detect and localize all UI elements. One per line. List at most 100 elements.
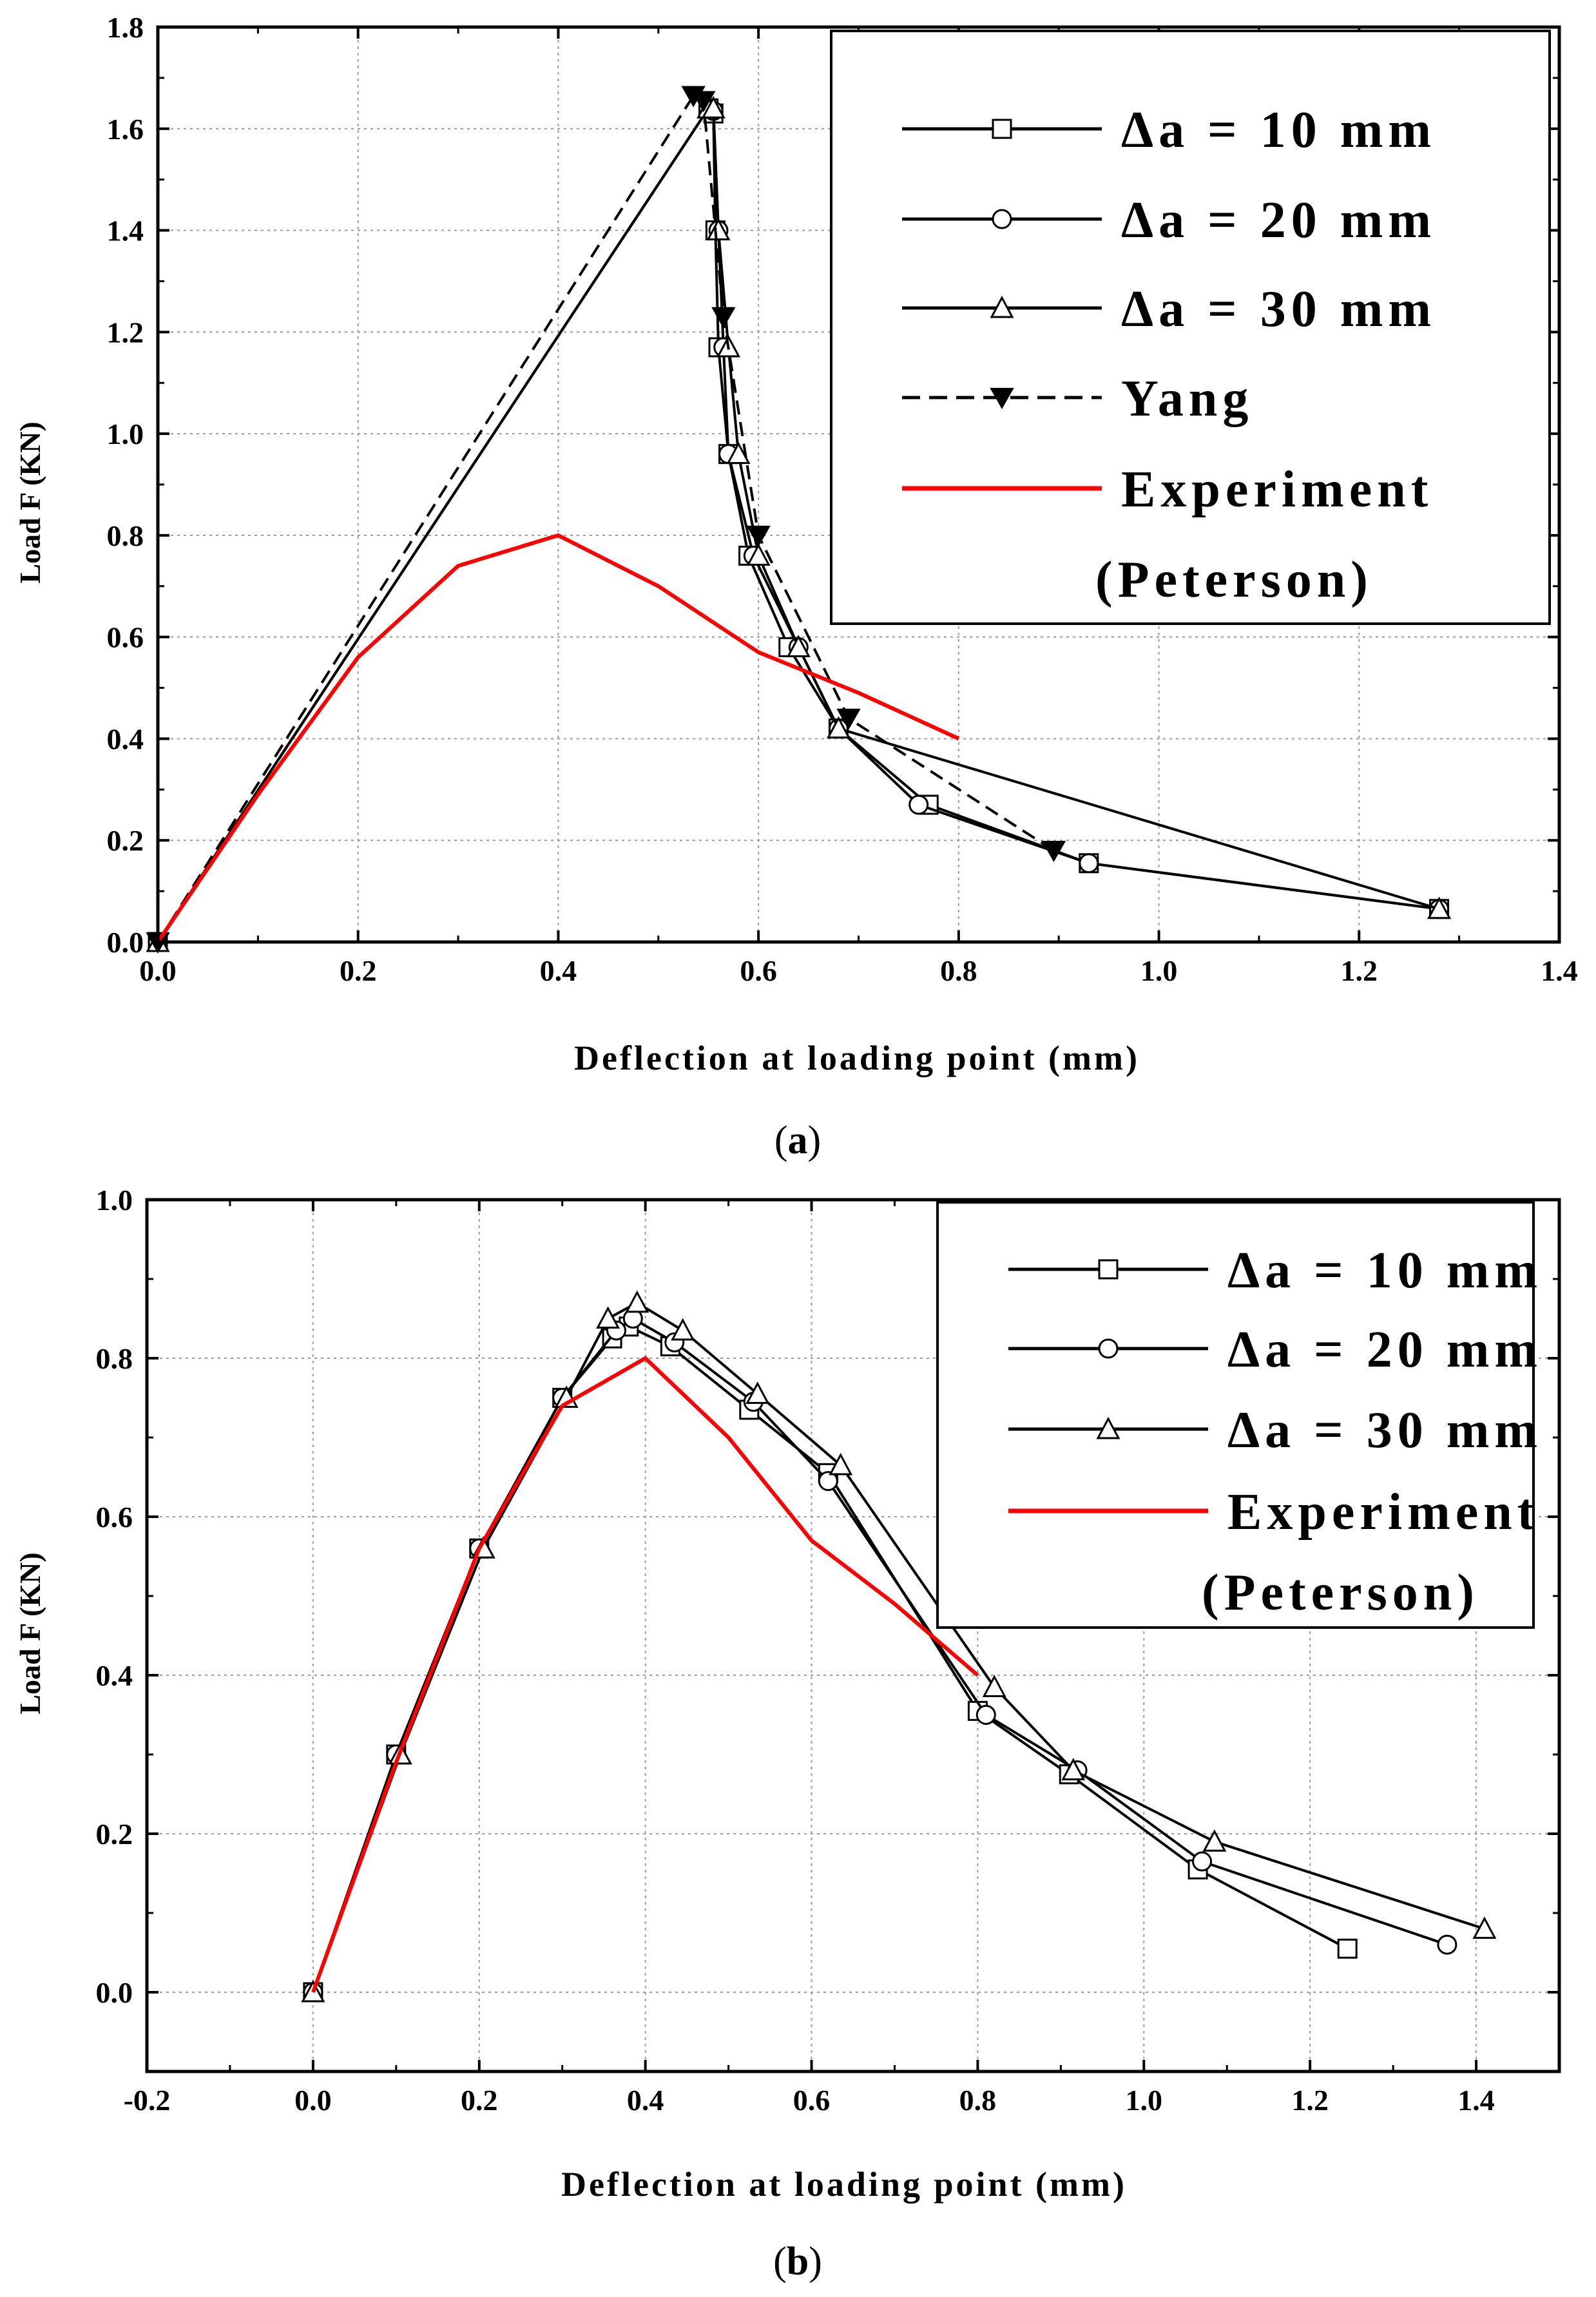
x-tick-label: 0.0 — [294, 2084, 332, 2117]
x-tick-label: 0.2 — [461, 2084, 498, 2117]
series-1-point — [1192, 1851, 1213, 1872]
y-tick-label: 1.4 — [107, 215, 144, 247]
chart-a-xlabel: Deflection at loading point (mm) — [574, 1039, 1140, 1077]
series-1-point — [909, 794, 929, 815]
x-tick-label: -0.2 — [124, 2084, 171, 2117]
legend-label-2: Δa = 30 mm — [1227, 1402, 1543, 1459]
y-tick-label: 0.4 — [107, 722, 144, 755]
series-0-point — [1337, 1938, 1358, 1959]
series-2-point — [706, 218, 731, 241]
y-tick-label: 1.0 — [96, 1184, 133, 1216]
x-tick-label: 1.4 — [1541, 954, 1578, 987]
chart-b-series — [301, 1290, 1497, 2003]
series-3-point — [1041, 841, 1066, 863]
x-tick-label: 0.8 — [940, 954, 977, 987]
series-2-point — [1472, 1916, 1497, 1939]
series-line-4 — [156, 533, 960, 943]
y-tick-label: 0.6 — [96, 1501, 133, 1533]
series-2-point — [726, 441, 751, 465]
series-2-point — [1202, 1829, 1227, 1852]
x-tick-label: 1.0 — [1140, 954, 1178, 987]
x-tick-label: 0.8 — [959, 2084, 997, 2117]
x-tick-label: 1.4 — [1457, 2084, 1495, 2117]
x-tick-label: 1.2 — [1341, 954, 1378, 987]
legend-box — [936, 1201, 1535, 1629]
chart-a-series — [146, 86, 1452, 954]
x-tick-label: 0.6 — [740, 954, 777, 987]
chart-b-caption: (b) — [773, 2240, 822, 2283]
legend-marker-1 — [992, 209, 1012, 229]
legend-marker-3 — [990, 388, 1014, 410]
series-2-point — [701, 96, 726, 119]
chart-b: -0.2 0.0 0.2 0.4 0.6 0.8 1.0 1.2 1.4 0.0 0.2 0.4 0.6… — [14, 1184, 1561, 2283]
y-tick-label: 1.0 — [107, 418, 144, 450]
series-1-point — [1079, 853, 1099, 874]
chart-b-caption-letter: b — [787, 2240, 809, 2283]
series-2-point — [982, 1675, 1006, 1697]
legend-label-0: Δa = 10 mm — [1227, 1242, 1543, 1299]
chart-b-ylabel: Load F (KN) — [14, 1552, 46, 1714]
chart-a-ylabel: Load F (KN) — [14, 421, 46, 583]
series-3-point — [746, 525, 771, 547]
legend-label-3: Yang — [1121, 370, 1253, 427]
y-tick-label: 0.2 — [96, 1818, 133, 1850]
y-tick-label: 1.6 — [107, 113, 144, 146]
legend-marker-0 — [1098, 1259, 1119, 1280]
y-tick-label: 1.2 — [107, 316, 144, 349]
y-tick-label: 0.8 — [107, 519, 144, 552]
chart-b-ticks: -0.2 0.0 0.2 0.4 0.6 0.8 1.0 1.2 1.4 0.0 0.2 0.4 0.6… — [96, 1184, 1559, 2117]
series-2-point — [786, 635, 811, 657]
plot-frame — [145, 1198, 1561, 2073]
series-1-point — [1437, 1934, 1457, 1955]
series-line-3 — [311, 1356, 979, 1994]
x-tick-label: 0.2 — [340, 954, 377, 987]
legend-label-3-line2: (Peterson) — [1202, 1564, 1479, 1621]
y-tick-label: 0.4 — [96, 1659, 133, 1692]
series-2-point — [829, 1452, 853, 1475]
y-tick-label: 0.0 — [96, 1976, 133, 2009]
legend-marker-0 — [992, 119, 1012, 139]
legend-marker-1 — [1098, 1338, 1119, 1359]
chart-a-caption: (a) — [774, 1119, 821, 1162]
chart-a-ticks: 0.0 0.2 0.4 0.6 0.8 1.0 1.2 1.4 0.0 0.2 0.4 0.6 0.8 1… — [107, 11, 1578, 987]
x-tick-label: 0.4 — [540, 954, 577, 987]
y-tick-label: 0.6 — [107, 621, 144, 654]
series-2-point — [596, 1306, 620, 1329]
legend-label-2: Δa = 30 mm — [1121, 281, 1436, 338]
chart-b-legend: Δa = 10 mm Δa = 20 mm Δa = 30 mm Experiment… — [936, 1201, 1543, 1629]
x-tick-label: 1.2 — [1291, 2084, 1329, 2117]
series-3-point — [711, 307, 736, 329]
legend-label-3: Experiment — [1227, 1484, 1539, 1541]
x-tick-label: 0.4 — [627, 2084, 664, 2117]
series-2-point — [671, 1318, 695, 1341]
series-3-point — [836, 708, 861, 730]
series-3-point — [691, 91, 716, 113]
series-2-point — [746, 543, 771, 566]
y-tick-label: 0.2 — [107, 824, 144, 857]
legend-label-1: Δa = 20 mm — [1121, 192, 1436, 249]
legend-label-4: Experiment — [1121, 461, 1433, 518]
legend-label-1: Δa = 20 mm — [1227, 1321, 1543, 1378]
x-tick-label: 0.0 — [139, 954, 177, 987]
chart-a-caption-letter: a — [788, 1119, 808, 1162]
series-2-point — [1061, 1758, 1086, 1781]
legend-label-0: Δa = 10 mm — [1121, 102, 1436, 159]
series-2-point — [1427, 896, 1452, 919]
chart-a: 0.0 0.2 0.4 0.6 0.8 1.0 1.2 1.4 0.0 0.2 0.4 0.6 0.8 1… — [14, 11, 1578, 1162]
series-2-point — [826, 716, 851, 739]
chart-b-xlabel: Deflection at loading point (mm) — [561, 2165, 1127, 2204]
series-1-point — [818, 1471, 838, 1492]
series-2-point — [745, 1381, 770, 1404]
x-tick-label: 0.6 — [793, 2084, 831, 2117]
series-2-point — [625, 1290, 649, 1313]
y-tick-label: 0.8 — [96, 1342, 133, 1375]
chart-b-frame — [145, 1198, 1561, 2073]
y-tick-label: 1.8 — [107, 11, 144, 44]
y-tick-label: 0.0 — [107, 926, 144, 959]
series-1-point — [976, 1705, 996, 1725]
x-tick-label: 1.0 — [1126, 2084, 1163, 2117]
legend-label-4-line2: (Peterson) — [1095, 552, 1373, 608]
legend-marker-2 — [990, 295, 1014, 318]
chart-a-legend: Δa = 10 mm Δa = 20 mm Δa = 30 mm Yang Experi… — [830, 30, 1551, 625]
